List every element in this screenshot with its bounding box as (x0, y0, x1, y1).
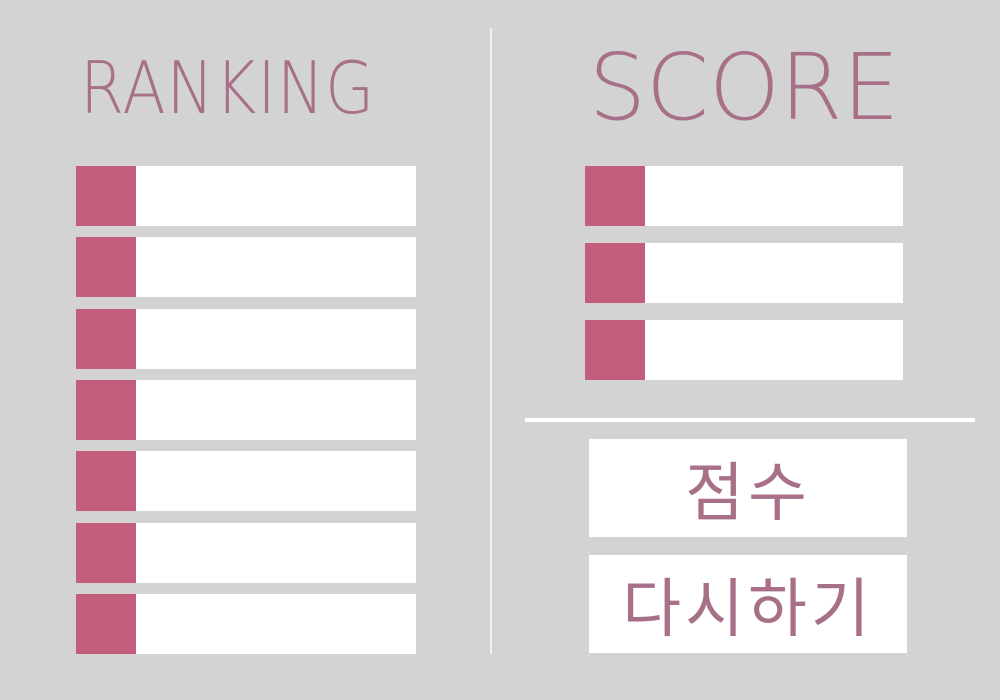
ranking-slot-text (136, 594, 416, 654)
ranking-slot-6 (76, 523, 416, 583)
score-marker (585, 166, 645, 226)
score-slot-text (645, 320, 903, 380)
ranking-slot-text (136, 380, 416, 440)
ranking-slot-text (136, 309, 416, 369)
score-marker (585, 320, 645, 380)
ranking-slot-7 (76, 594, 416, 654)
ranking-marker (76, 309, 136, 369)
ranking-slot-1 (76, 166, 416, 226)
ranking-marker (76, 451, 136, 511)
ranking-title: RANKING (80, 46, 376, 130)
ranking-slot-5 (76, 451, 416, 511)
ranking-slot-text (136, 451, 416, 511)
score-slot-3 (585, 320, 903, 380)
score-slot-text (645, 166, 903, 226)
retry-button[interactable]: 다시하기 (589, 555, 907, 653)
score-marker (585, 243, 645, 303)
ranking-slot-text (136, 166, 416, 226)
vertical-divider (490, 28, 492, 654)
score-slot-2 (585, 243, 903, 303)
score-title: SCORE (588, 34, 900, 141)
ranking-slot-4 (76, 380, 416, 440)
horizontal-divider (525, 418, 975, 422)
ranking-slot-3 (76, 309, 416, 369)
score-button[interactable]: 점수 (589, 439, 907, 537)
ranking-marker (76, 237, 136, 297)
ranking-marker (76, 380, 136, 440)
ranking-slot-text (136, 237, 416, 297)
ranking-marker (76, 594, 136, 654)
ranking-slot-text (136, 523, 416, 583)
ranking-slot-2 (76, 237, 416, 297)
score-slot-text (645, 243, 903, 303)
ranking-marker (76, 523, 136, 583)
ranking-marker (76, 166, 136, 226)
score-slot-1 (585, 166, 903, 226)
